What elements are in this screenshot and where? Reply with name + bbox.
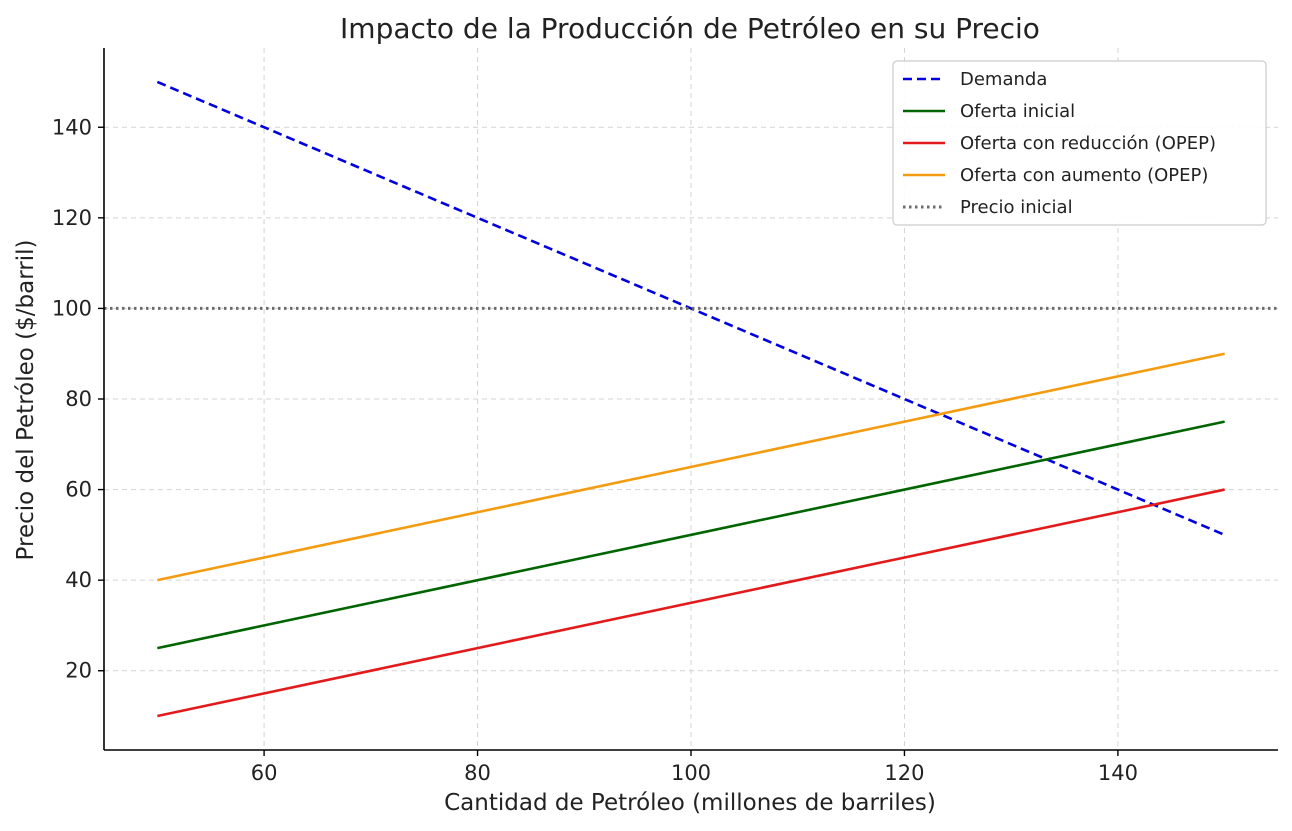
series-lines bbox=[104, 80, 1278, 718]
y-tick-label: 100 bbox=[52, 296, 92, 320]
y-tick-label: 60 bbox=[65, 478, 92, 502]
legend: Demanda Oferta inicial Oferta con reducció… bbox=[892, 60, 1267, 226]
x-tick-label: 120 bbox=[884, 761, 924, 785]
chart-title: Impacto de la Producción de Petróleo en … bbox=[340, 12, 1040, 45]
legend-label: Demanda bbox=[960, 69, 1047, 90]
y-tick-label: 140 bbox=[52, 115, 92, 139]
x-axis-label: Cantidad de Petróleo (millones de barril… bbox=[444, 790, 936, 816]
tick-labels: 60 80 100 120 140 20 40 60 80 100 120 140 bbox=[52, 115, 1138, 785]
x-tick-label: 80 bbox=[464, 761, 491, 785]
legend-label: Oferta inicial bbox=[960, 101, 1075, 122]
y-tick-label: 120 bbox=[52, 206, 92, 230]
legend-box bbox=[892, 60, 1267, 226]
legend-label: Oferta con aumento (OPEP) bbox=[960, 165, 1208, 186]
y-axis-label: Precio del Petróleo ($/barril) bbox=[13, 240, 39, 561]
y-tick-label: 80 bbox=[65, 387, 92, 411]
x-tick-label: 100 bbox=[671, 761, 711, 785]
legend-label: Oferta con reducción (OPEP) bbox=[960, 133, 1216, 154]
y-tick-label: 40 bbox=[65, 568, 92, 592]
legend-label: Precio inicial bbox=[960, 197, 1073, 218]
series-line-oferta-inicial bbox=[157, 420, 1225, 650]
x-tick-label: 140 bbox=[1098, 761, 1138, 785]
series-line-oferta-con-reduccion-opep bbox=[157, 488, 1225, 718]
x-tick-label: 60 bbox=[251, 761, 278, 785]
series-line-oferta-con-aumento-opep bbox=[157, 352, 1225, 582]
y-tick-label: 20 bbox=[65, 659, 92, 683]
